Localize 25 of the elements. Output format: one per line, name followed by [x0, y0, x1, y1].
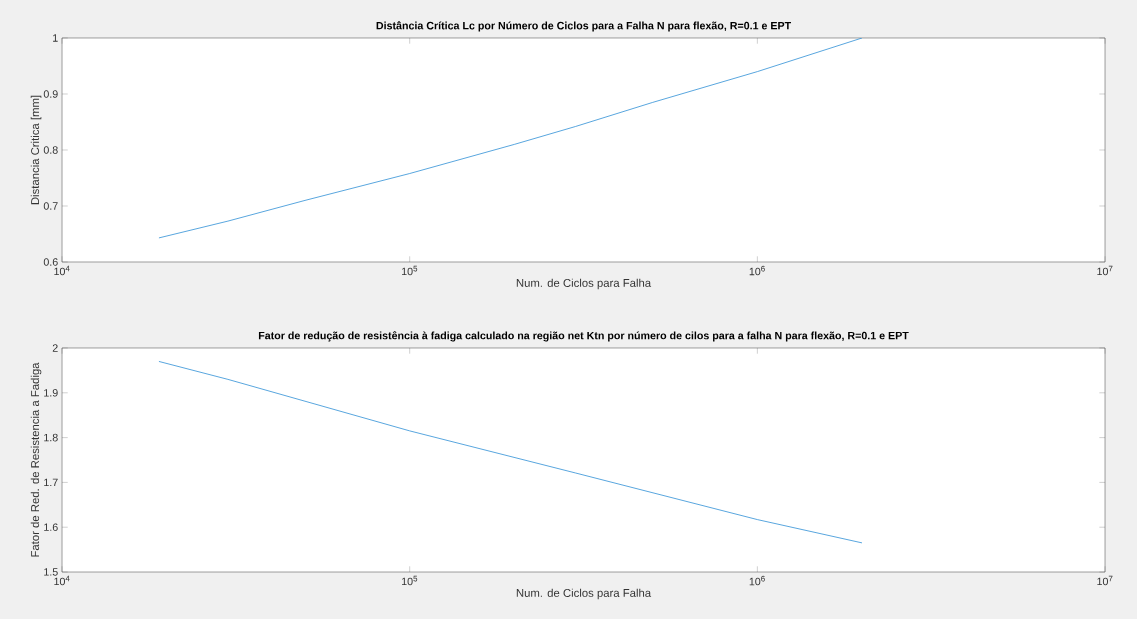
x-tick-label: 10$^{7}$	[1097, 265, 1113, 276]
y-tick-label: 0.9	[43, 90, 58, 98]
y-tick-label: 1	[53, 34, 58, 42]
y-tick-label: 1.8	[44, 433, 58, 442]
x-axis-title: Num. de Ciclos para Falha	[516, 588, 652, 600]
y-tick-label: 0.8	[43, 146, 58, 154]
y-tick-label: 1.6	[44, 523, 58, 531]
x-axis-title: Num. de Ciclos para Falha	[516, 278, 652, 290]
chart-title: Fator de redução de resistência à fadiga calculado na região net Ktn por número de cilos para a falha N para flexão, R=0.1 e EPT	[258, 331, 909, 342]
y-tick-label: 2	[52, 344, 58, 352]
x-tick-label: 10$^{7}$	[1097, 575, 1113, 586]
y-axis-title: Fator de Red. de Resistencia a Fadiga	[30, 362, 42, 557]
x-tick-label: 10$^{5}$	[402, 575, 418, 586]
y-tick-label: 0.6	[43, 258, 58, 266]
x-tick-label: 10$^{4}$	[54, 575, 70, 586]
y-axis-title: Distancia Critica [mm]	[30, 95, 42, 205]
y-tick-label: 1.9	[44, 389, 58, 397]
x-tick-label: 10$^{4}$	[54, 265, 70, 276]
x-tick-label: 10$^{6}$	[749, 575, 765, 586]
y-tick-label: 0.7	[43, 202, 58, 210]
x-tick-label: 10$^{6}$	[749, 265, 765, 276]
y-tick-label: 1.5	[44, 568, 58, 576]
y-tick-label: 1.7	[44, 478, 58, 487]
x-tick-label: 10$^{5}$	[402, 265, 418, 276]
chart-title: Distância Crítica Lc por Número de Ciclos para a Falha N para flexão, R=0.1 e EPT	[376, 21, 792, 32]
